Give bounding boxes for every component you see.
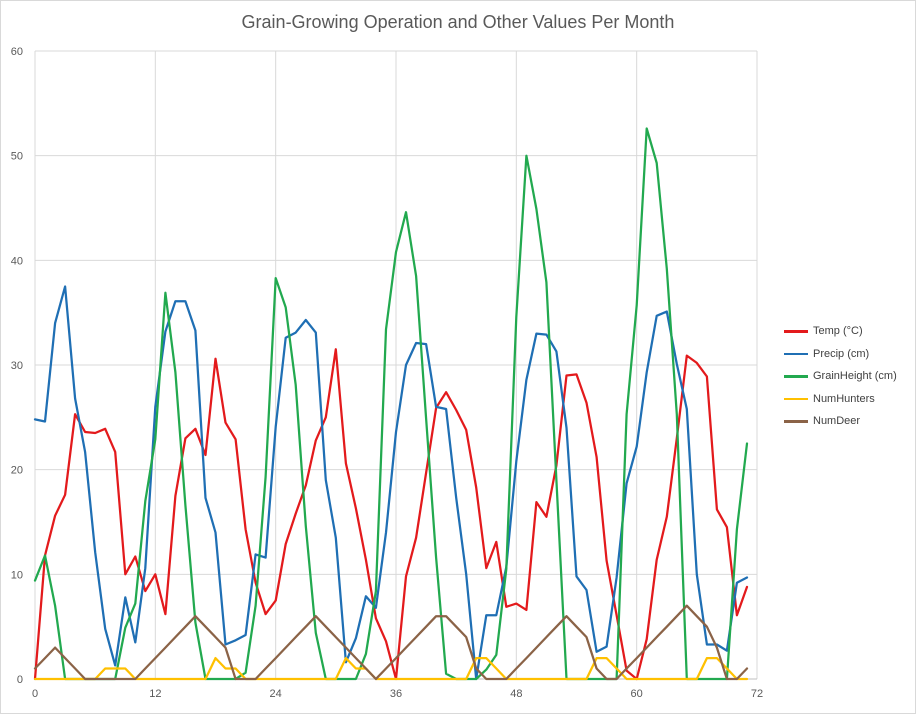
series-line-numhunters [33,656,749,681]
legend-label: NumDeer [813,415,861,428]
x-tick-label: 48 [510,688,522,700]
tick-labels: 0 10 20 30 40 50 60 0 12 24 36 48 60 72 [11,46,763,700]
legend-swatch [784,330,808,333]
chart-title: Grain-Growing Operation and Other Values… [241,12,675,32]
legend-item-temp-c: Temp (°C) [784,320,897,343]
y-tick-label: 30 [11,360,23,372]
legend-item-numhunters: NumHunters [784,388,897,411]
legend-label: Temp (°C) [813,325,863,338]
y-tick-label: 60 [11,46,23,58]
series-lines [33,127,749,681]
series-line-temp-c [33,348,749,681]
y-tick-label: 50 [11,151,23,163]
legend-label: Precip (cm) [813,347,870,360]
legend-swatch [784,420,808,423]
series-line-grainheight-cm [33,127,749,681]
x-tick-label: 24 [270,688,282,700]
y-tick-label: 20 [11,465,23,477]
series-line-numdeer [33,604,749,681]
x-tick-label: 12 [149,688,161,700]
legend-swatch [784,352,808,355]
y-tick-label: 40 [11,255,23,267]
legend-item-grainheight-cm: GrainHeight (cm) [784,365,897,388]
x-tick-label: 36 [390,688,402,700]
x-tick-label: 0 [32,688,38,700]
x-tick-label: 60 [631,688,643,700]
legend: Temp (°C) Precip (cm) GrainHeight (cm) NumH… [784,320,897,433]
legend-swatch [784,397,808,400]
y-tick-label: 10 [11,569,23,581]
y-tick-label: 0 [17,674,23,686]
legend-item-precip-cm: Precip (cm) [784,343,897,366]
legend-item-numdeer: NumDeer [784,410,897,433]
series-line-precip-cm [33,285,749,681]
legend-label: NumHunters [813,392,875,405]
legend-swatch [784,375,808,378]
x-tick-label: 72 [751,688,763,700]
legend-label: GrainHeight (cm) [813,370,897,383]
